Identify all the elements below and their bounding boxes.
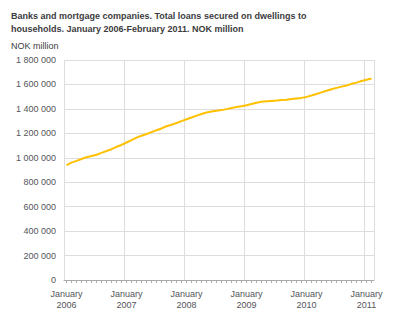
svg-text:1 800 000: 1 800 000 [16,55,56,65]
svg-text:January: January [170,289,203,299]
svg-text:2007: 2007 [116,300,136,310]
svg-text:800 000: 800 000 [23,177,56,187]
svg-text:200 000: 200 000 [23,251,56,261]
svg-text:1 600 000: 1 600 000 [16,79,56,89]
svg-text:2010: 2010 [296,300,316,310]
svg-text:600 000: 600 000 [23,202,56,212]
svg-text:2008: 2008 [176,300,196,310]
svg-text:1 200 000: 1 200 000 [16,128,56,138]
svg-text:households. January 2006-Febru: households. January 2006-February 2011. … [11,24,244,34]
svg-text:January: January [50,289,83,299]
svg-text:January: January [290,289,323,299]
svg-text:Banks and mortgage companies.: Banks and mortgage companies. Total loan… [11,11,307,21]
svg-text:2006: 2006 [56,300,76,310]
svg-text:NOK million: NOK million [11,41,59,51]
svg-text:1 000 000: 1 000 000 [16,153,56,163]
svg-text:1 400 000: 1 400 000 [16,104,56,114]
svg-text:January: January [350,289,383,299]
svg-text:2011: 2011 [357,300,376,310]
svg-text:January: January [230,289,263,299]
svg-text:January: January [110,289,143,299]
svg-text:2009: 2009 [236,300,256,310]
svg-text:400 000: 400 000 [23,226,56,236]
svg-text:0: 0 [51,275,56,285]
